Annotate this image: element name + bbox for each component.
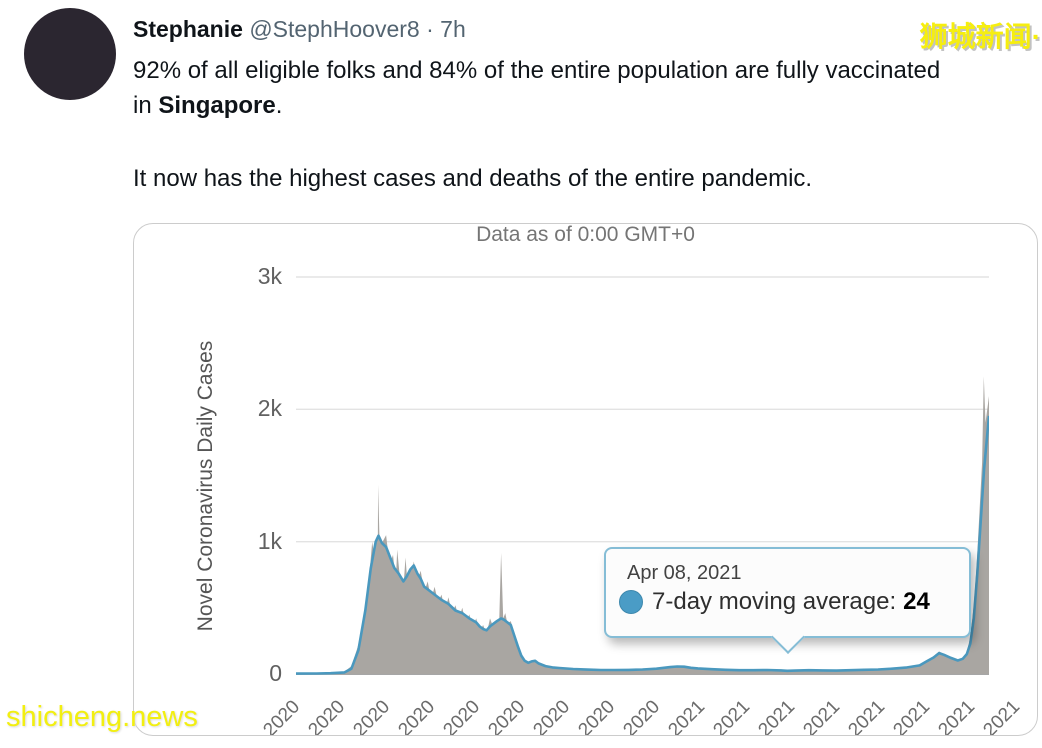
chart-title: Data as of 0:00 GMT+0 (476, 223, 695, 246)
x-tick-label: 2020 (574, 696, 620, 736)
tooltip-value: 24 (903, 588, 930, 615)
author-handle[interactable]: @StephHoover8 (249, 16, 420, 42)
x-tick-label: 2020 (349, 696, 395, 736)
timestamp[interactable]: 7h (440, 16, 466, 42)
x-tick-label: 2021 (754, 696, 800, 736)
y-tick-label: 3k (257, 263, 282, 289)
x-tick-label: 2021 (664, 696, 710, 736)
plot-svg[interactable] (296, 269, 989, 679)
avatar[interactable] (24, 8, 116, 100)
chart-tooltip: Apr 08, 2021 7-day moving average: 24 (604, 547, 971, 654)
x-tick-label: 2020 (484, 696, 530, 736)
y-axis-label: Novel Coronavirus Daily Cases (194, 340, 217, 632)
x-tick-label: 2021 (979, 696, 1025, 736)
x-tick-label: 2021 (934, 696, 980, 736)
7-day-moving-average-line (296, 415, 989, 675)
x-tick-label: 2020 (259, 696, 305, 736)
x-tick-label: 2021 (844, 696, 890, 736)
x-tick-label: 2021 (709, 696, 755, 736)
x-tick-label: 2021 (889, 696, 935, 736)
chart-card[interactable]: Data as of 0:00 GMT+0 Novel Coronavirus … (133, 223, 1038, 736)
x-tick-label: 2020 (394, 696, 440, 736)
tooltip-series-label: 7-day moving average: (652, 588, 897, 615)
tweet-text-bold: Singapore (158, 92, 276, 119)
series-marker-dot-icon (619, 590, 643, 614)
7-day-moving-average-area (296, 415, 989, 674)
tooltip-row: 7-day moving average: 24 (619, 588, 969, 616)
x-tick-label: 2020 (619, 696, 665, 736)
x-tick-label: 2020 (439, 696, 485, 736)
watermark-bottom-left: shicheng.news (6, 701, 198, 733)
tweet-content: Stephanie @StephHoover8 · 7h 92% of all … (133, 14, 953, 196)
tooltip-date: Apr 08, 2021 (627, 562, 742, 584)
watermark-top-right: 狮城新闻· (919, 21, 1041, 52)
y-tick-label: 1k (257, 527, 282, 554)
header-separator: · (426, 16, 434, 42)
tweet-text-paragraph-2: It now has the highest cases and deaths … (133, 165, 813, 192)
y-tick-label: 2k (257, 395, 282, 422)
x-tick-label: 2020 (304, 696, 350, 736)
x-tick-label: 2021 (799, 696, 845, 736)
author-name[interactable]: Stephanie (133, 16, 243, 42)
tweet-text-paragraph-1: 92% of all eligible folks and 84% of the… (133, 53, 945, 123)
tweet-text-before: 92% of all eligible folks and 84% of the… (133, 57, 941, 119)
tweet-text-period: . (275, 92, 283, 119)
tweet-header: Stephanie @StephHoover8 · 7h (133, 14, 953, 44)
y-tick-label: 0 (269, 660, 282, 686)
x-tick-label: 2020 (529, 696, 575, 736)
